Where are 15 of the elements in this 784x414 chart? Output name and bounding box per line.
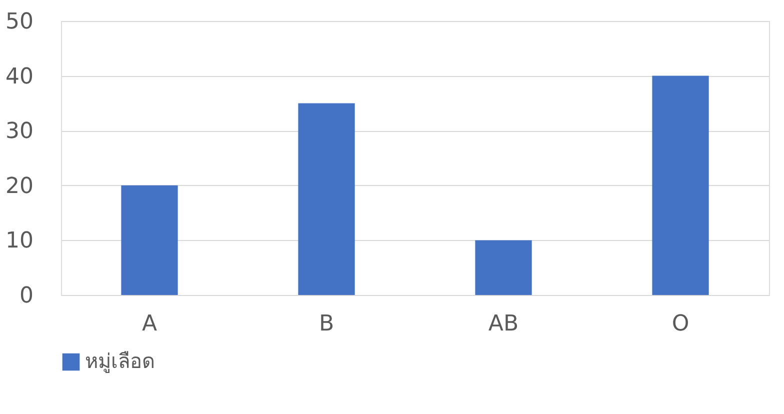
bar <box>298 103 355 295</box>
y-tick-label: 0 <box>20 284 34 308</box>
y-tick-label: 20 <box>6 174 34 199</box>
y-tick-label: 40 <box>6 64 34 90</box>
x-tick-label: O <box>672 312 690 336</box>
x-tick-label: B <box>318 312 334 336</box>
legend-label: หมู่เลือด <box>85 349 155 374</box>
x-tick-label: A <box>142 312 158 336</box>
y-tick-label: 10 <box>6 228 34 254</box>
bar <box>121 185 178 295</box>
y-tick-label: 50 <box>6 10 34 34</box>
x-tick-label: AB <box>488 312 519 336</box>
y-tick-label: 30 <box>6 119 34 144</box>
bar <box>652 76 709 295</box>
bar <box>475 240 532 295</box>
